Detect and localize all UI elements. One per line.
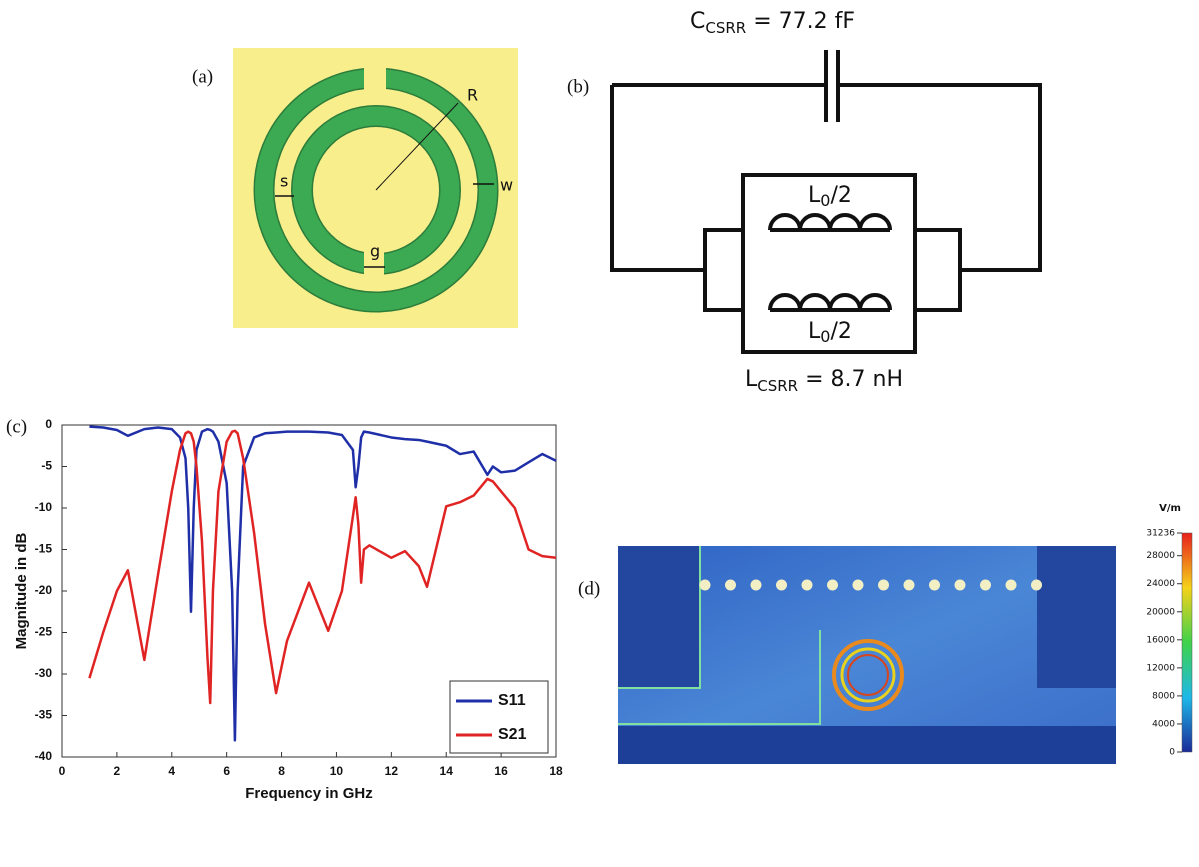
subscript: CSRR	[705, 19, 746, 37]
colorbar-tick-label: 4000	[1152, 719, 1175, 729]
via	[853, 580, 864, 591]
y-tick-label: -20	[35, 583, 53, 597]
subscript: CSRR	[757, 377, 798, 395]
symbol: C	[690, 9, 705, 34]
panel-a: (a) R s g w	[192, 48, 518, 328]
y-tick-label: -35	[35, 708, 53, 722]
via	[827, 580, 838, 591]
y-tick-label: -15	[35, 542, 53, 556]
x-axis-title: Frequency in GHz	[245, 785, 373, 802]
panel-label: (a)	[192, 66, 213, 87]
rest: /2	[830, 319, 851, 344]
panel-label: (b)	[567, 76, 589, 97]
panel-d: (d) V/m 31236 28000 24000 20000 16000 12000 80…	[578, 503, 1192, 764]
symbol: L	[808, 183, 821, 208]
x-tick-label: 10	[330, 764, 344, 778]
via	[929, 580, 940, 591]
panel-label: (c)	[6, 416, 27, 437]
colorbar-tick-label: 8000	[1152, 691, 1175, 701]
y-tick-label: -25	[35, 625, 53, 639]
inductor-label: L0/2	[808, 319, 852, 346]
via	[980, 580, 991, 591]
outer-gap	[364, 64, 386, 104]
via	[776, 580, 787, 591]
value: = 8.7 nH	[798, 367, 903, 392]
x-tick-label: 2	[114, 764, 121, 778]
via	[955, 580, 966, 591]
x-tick-label: 6	[223, 764, 230, 778]
annotation: s	[280, 172, 288, 191]
via	[1031, 580, 1042, 591]
x-tick-label: 4	[168, 764, 175, 778]
x-tick-label: 0	[59, 764, 66, 778]
legend-label: S11	[498, 692, 526, 709]
low-field-region	[618, 546, 700, 688]
panel-c: (c) Frequency in GHz Magnitude in dB 0 2 4…	[6, 416, 563, 802]
legend-label: S21	[498, 726, 527, 743]
figure: (a) R s g w (b) CCSRR = 77.2 fF L0/2 L0/…	[0, 0, 1199, 867]
inductor	[770, 215, 890, 230]
symbol: L	[808, 319, 821, 344]
capacitance-label: CCSRR = 77.2 fF	[690, 9, 855, 37]
colorbar-tick-label: 12000	[1146, 663, 1175, 673]
via	[878, 580, 889, 591]
inductance-label: LCSRR = 8.7 nH	[745, 367, 903, 395]
rest: /2	[830, 183, 851, 208]
low-field-region	[618, 726, 1116, 764]
inductor	[770, 295, 890, 310]
colorbar-tick-label: 28000	[1146, 551, 1175, 561]
panel-b: (b) CCSRR = 77.2 fF L0/2 L0/2 LCSRR = 8.…	[567, 9, 1040, 395]
via	[904, 580, 915, 591]
via	[725, 580, 736, 591]
x-tick-label: 16	[494, 764, 508, 778]
y-tick-label: -40	[35, 749, 53, 763]
colorbar-tick-label: 24000	[1146, 579, 1175, 589]
y-tick-label: -5	[41, 459, 52, 473]
x-tick-label: 12	[385, 764, 399, 778]
value: = 77.2 fF	[746, 9, 855, 34]
annotation: w	[500, 176, 513, 195]
capacitor	[826, 50, 838, 122]
subscript: 0	[820, 327, 830, 346]
symbol: L	[745, 367, 758, 392]
via	[700, 580, 711, 591]
colorbar-tick-label: 0	[1169, 748, 1175, 758]
inductor-label: L0/2	[808, 183, 852, 210]
colorbar	[1182, 533, 1192, 752]
via	[1006, 580, 1017, 591]
colorbar-tick-label: 16000	[1146, 635, 1175, 645]
colorbar-unit: V/m	[1159, 503, 1181, 514]
x-tick-label: 14	[440, 764, 454, 778]
colorbar-tick-label: 20000	[1146, 607, 1175, 617]
panel-label: (d)	[578, 578, 600, 599]
x-tick-label: 8	[278, 764, 285, 778]
y-tick-label: 0	[45, 417, 52, 431]
annotation: R	[467, 86, 478, 105]
low-field-region	[1037, 546, 1116, 688]
colorbar-tick-label: 31236	[1146, 529, 1175, 539]
via	[802, 580, 813, 591]
x-tick-label: 18	[549, 764, 563, 778]
y-axis-title: Magnitude in dB	[13, 533, 30, 650]
subscript: 0	[820, 191, 830, 210]
y-tick-label: -30	[35, 666, 53, 680]
y-tick-label: -10	[35, 500, 53, 514]
via	[751, 580, 762, 591]
annotation: g	[370, 242, 380, 261]
